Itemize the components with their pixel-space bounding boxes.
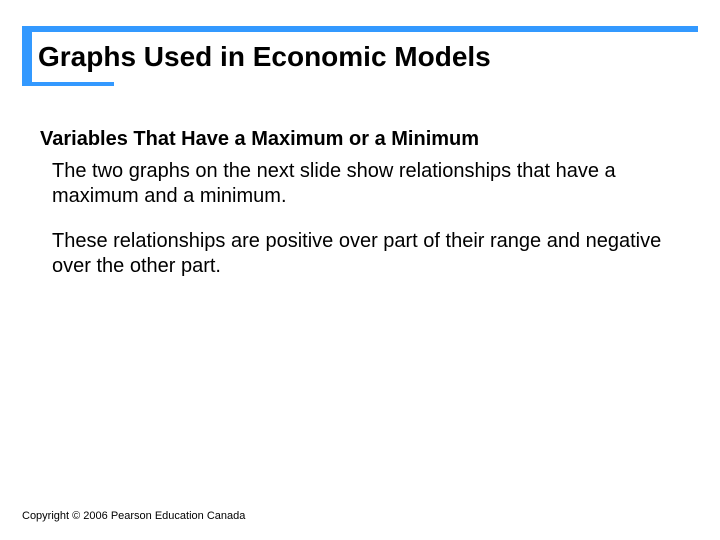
title-row: Graphs Used in Economic Models bbox=[22, 32, 698, 82]
content-subtitle: Variables That Have a Maximum or a Minim… bbox=[40, 128, 670, 151]
content-paragraph: The two graphs on the next slide show re… bbox=[52, 159, 670, 209]
slide-title: Graphs Used in Economic Models bbox=[32, 32, 491, 82]
header-under-rule bbox=[22, 82, 114, 86]
slide-header: Graphs Used in Economic Models bbox=[22, 26, 698, 86]
title-left-accent bbox=[22, 32, 32, 82]
slide-content: Variables That Have a Maximum or a Minim… bbox=[40, 128, 670, 299]
copyright-footer: Copyright © 2006 Pearson Education Canad… bbox=[22, 510, 245, 522]
content-paragraph: These relationships are positive over pa… bbox=[52, 229, 670, 279]
